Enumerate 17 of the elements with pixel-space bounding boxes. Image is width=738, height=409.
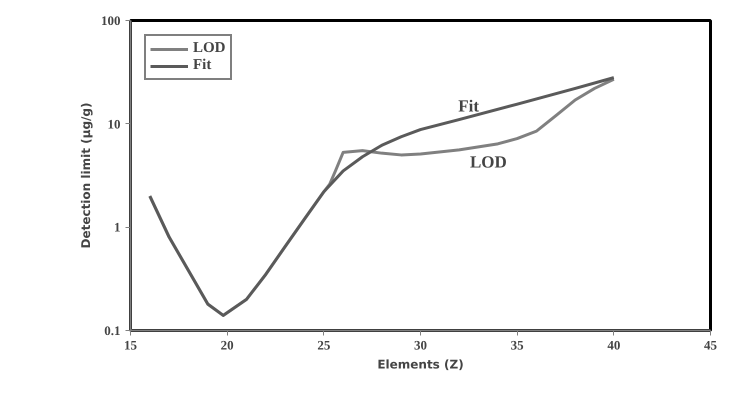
x-tick-label: 45	[704, 338, 718, 352]
x-tick-label: 15	[124, 338, 138, 352]
y-tick-label: 10	[108, 116, 120, 132]
annotation: Fit	[458, 96, 480, 116]
y-tick-label: 1	[114, 220, 120, 235]
x-tick-label: 25	[317, 338, 331, 352]
x-tick-label: 35	[510, 338, 524, 352]
x-tick-label: 30	[414, 338, 427, 352]
x-axis-title: Elements (Z)	[377, 358, 464, 372]
y-tick-label: 0.1	[104, 323, 120, 338]
y-tick-label: 100	[101, 13, 120, 28]
legend-label: Fit	[193, 57, 212, 74]
y-axis-title: Detection limit (µg/g)	[79, 102, 93, 249]
annotation: LOD	[470, 152, 507, 172]
legend-label: LOD	[193, 40, 226, 57]
x-tick-label: 40	[607, 338, 620, 352]
x-tick-label: 20	[220, 338, 234, 352]
